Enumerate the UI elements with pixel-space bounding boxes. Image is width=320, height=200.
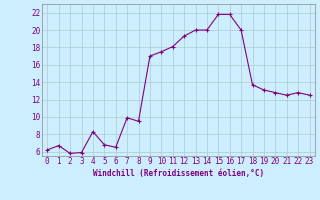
X-axis label: Windchill (Refroidissement éolien,°C): Windchill (Refroidissement éolien,°C): [93, 169, 264, 178]
